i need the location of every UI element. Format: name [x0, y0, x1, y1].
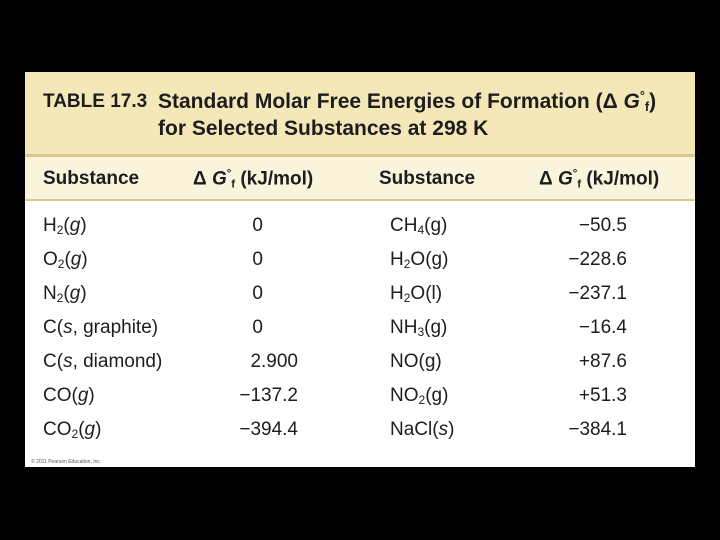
value-cell-left: −394.4 [239, 419, 298, 440]
substance-cell-right: NO(g) [390, 351, 442, 372]
value-cell-left: 0 [252, 317, 263, 338]
header-divider [25, 199, 695, 201]
value-cell-right: +87.6 [578, 351, 627, 372]
value-cell-right: −237.1 [568, 283, 627, 304]
substance-cell-left: C(s, graphite) [43, 317, 159, 338]
column-header-substance-left: Substance [43, 168, 140, 189]
copyright-credit: © 2011 Pearson Education, Inc. [31, 459, 102, 465]
substance-cell-left: N2(g) [43, 283, 87, 305]
substance-cell-left: CO(g) [43, 385, 95, 406]
substance-cell-left: H2(g) [43, 215, 87, 237]
value-cell-left: 0 [252, 283, 263, 304]
substance-cell-right: CH4(g) [390, 215, 448, 237]
substance-cell-right: NaCl(s) [390, 419, 455, 440]
column-header-band [25, 157, 695, 199]
value-cell-left: 0 [252, 215, 263, 236]
value-cell-right: +51.3 [578, 385, 627, 406]
value-cell-right: −16.4 [578, 317, 627, 338]
table-title-line-1: Standard Molar Free Energies of Formatio… [158, 89, 657, 114]
substance-cell-right: NH3(g) [390, 317, 448, 339]
substance-cell-left: O2(g) [43, 249, 88, 271]
value-cell-right: −50.5 [578, 215, 627, 236]
table-number: TABLE 17.3 [43, 91, 148, 112]
column-header-dg-right: Δ G°f (kJ/mol) [539, 168, 660, 191]
value-cell-right: −228.6 [568, 249, 627, 270]
value-cell-left: −137.2 [239, 385, 298, 406]
substance-cell-right: H2O(l) [390, 283, 443, 305]
column-header-substance-right: Substance [379, 168, 476, 189]
title-band: TABLE 17.3 Standard Molar Free Energies … [25, 72, 695, 154]
title-divider [25, 154, 695, 157]
value-cell-left: 0 [252, 249, 263, 270]
value-cell-right: −384.1 [568, 419, 627, 440]
substance-cell-left: C(s, diamond) [43, 351, 163, 372]
substance-cell-left: CO2(g) [43, 419, 102, 441]
value-cell-left: 2.900 [250, 351, 298, 372]
table-card: TABLE 17.3 Standard Molar Free Energies … [25, 72, 695, 467]
column-header-dg-left: Δ G°f (kJ/mol) [193, 168, 314, 191]
substance-cell-right: H2O(g) [390, 249, 449, 271]
table-title-line-2: for Selected Substances at 298 K [158, 117, 489, 140]
substance-cell-right: NO2(g) [390, 385, 449, 407]
